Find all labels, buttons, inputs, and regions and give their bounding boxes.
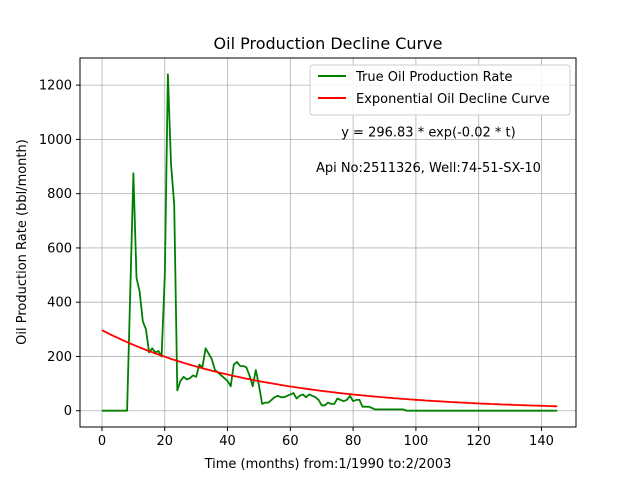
y-tick-label: 200 [47,350,72,365]
legend: True Oil Production Rate Exponential Oil… [309,64,571,116]
legend-label-exp-curve: Exponential Oil Decline Curve [356,92,550,107]
legend-box [309,64,571,116]
x-tick-label: 120 [466,434,491,449]
annotation-1: Api No:2511326, Well:74-51-SX-10 [316,161,541,176]
x-axis-title: Time (months) from:1/1990 to:2/2003 [204,457,452,472]
x-tick-label: 60 [282,434,299,449]
plot-frame [79,57,577,428]
y-tick-label: 400 [47,296,72,311]
y-tick-label: 1000 [39,133,72,148]
x-tick-label: 80 [345,434,362,449]
annotations: y = 296.83 * exp(-0.02 * t) Api No:251132… [316,126,541,176]
y-axis-title: Oil Production Rate (bbl/month) [15,139,30,345]
x-tick-label: 20 [156,434,173,449]
x-tick-label: 100 [403,434,428,449]
series-layer [101,73,558,412]
series-true-oil-production-rate [102,73,558,412]
y-tick-label: 1200 [39,79,72,94]
y-tick-label: 0 [64,404,72,419]
x-tick-label: 40 [219,434,236,449]
annotation-0: y = 296.83 * exp(-0.02 * t) [341,126,515,141]
series-exponential-oil-decline-curve [101,329,558,408]
tick-layer: 0 20 40 60 80 100 120 140 0 200 400 600 800 1000 1200 [39,79,554,449]
legend-label-true-rate: True Oil Production Rate [355,70,512,85]
y-tick-label: 600 [47,241,72,256]
x-tick-label: 140 [529,434,554,449]
x-tick-label: 0 [98,434,106,449]
y-tick-label: 800 [47,187,72,202]
chart-title: Oil Production Decline Curve [214,34,443,53]
